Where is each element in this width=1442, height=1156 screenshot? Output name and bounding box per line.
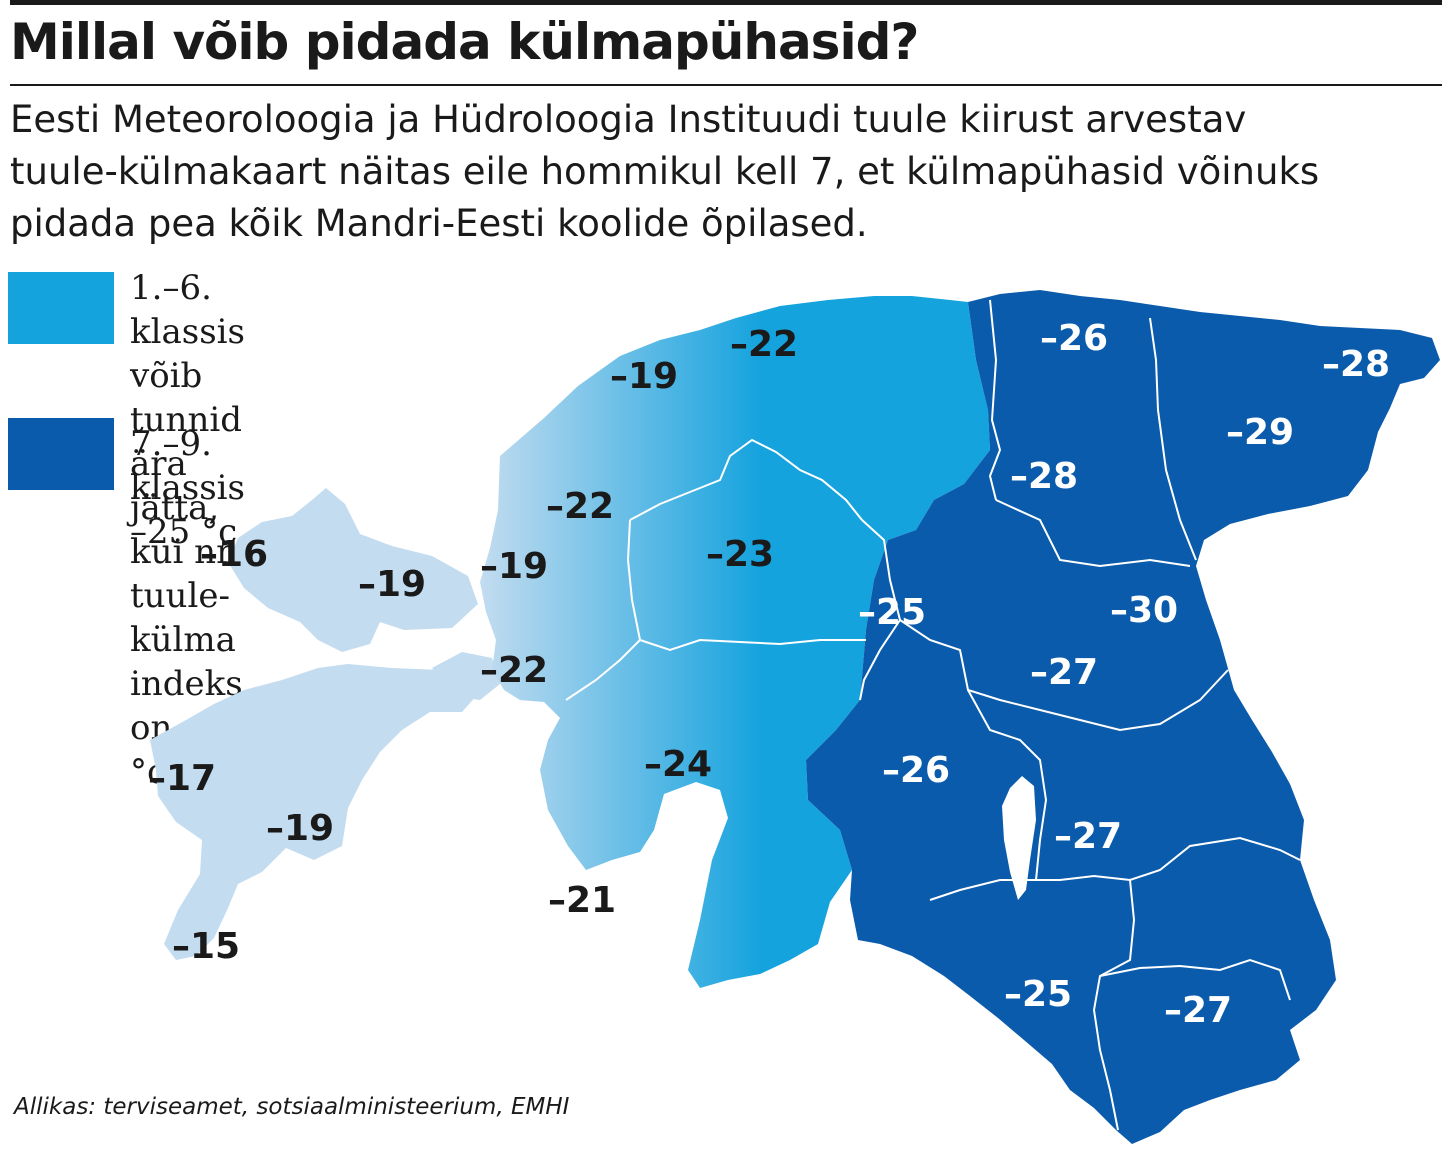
map-value-parnumaa: –24 <box>644 744 712 785</box>
map-value-vorumaa: –27 <box>1164 990 1232 1031</box>
map-value-ida-virumaa: –29 <box>1226 412 1294 453</box>
map-value-laane-virumaa-south: –28 <box>1010 456 1078 497</box>
map-value-ida-virumaa-east: –28 <box>1322 344 1390 385</box>
map-value-harjumaa-west: –19 <box>610 356 678 397</box>
page-title: Millal võib pidada külmapühasid? <box>10 13 919 71</box>
map-value-tartumaa: –27 <box>1054 816 1122 857</box>
map-value-kihnu: –21 <box>548 880 616 921</box>
map-value-laanemaa-coast: –19 <box>480 546 548 587</box>
eastern-estonia-dark <box>806 290 1440 1144</box>
muhu-island <box>432 652 500 700</box>
map-value-laanemaa-south: –22 <box>480 650 548 691</box>
value-labels: –16 –19 –17 –19 –15 –22 –19 –22 –19 –22 –23 –24 –21 –… <box>148 318 1390 1031</box>
map-value-laane-virumaa: –26 <box>1040 318 1108 359</box>
top-rule <box>10 0 1442 5</box>
map-value-harjumaa-north: –22 <box>730 324 798 365</box>
map-value-saaremaa-west: –17 <box>148 758 216 799</box>
subtitle: Eesti Meteoroloogia ja Hüdroloogia Insti… <box>10 98 1320 245</box>
map-value-saaremaa-south: –15 <box>172 926 240 967</box>
map-value-hiiumaa-north: –16 <box>200 534 268 575</box>
map-value-laanemaa-north: –22 <box>546 486 614 527</box>
saaremaa-island <box>150 664 478 960</box>
map-value-raplamaa: –23 <box>706 534 774 575</box>
legend-swatch-dark-blue <box>8 418 114 490</box>
title-divider <box>10 84 1442 86</box>
map-value-jarvamaa: –25 <box>858 592 926 633</box>
lake-vortsjarv <box>1002 776 1036 900</box>
hiiumaa-island <box>228 488 478 652</box>
map-value-hiiumaa-east: –19 <box>358 564 426 605</box>
map-value-jogevamaa: –27 <box>1030 652 1098 693</box>
map-value-viljandimaa: –26 <box>882 750 950 791</box>
source-note: Allikas: terviseamet, sotsiaalministeeri… <box>14 1094 570 1120</box>
map-value-jogevamaa-north: –30 <box>1110 590 1178 631</box>
map-value-valgamaa: –25 <box>1004 974 1072 1015</box>
legend-swatch-light-blue <box>8 272 114 344</box>
legend-label: 7.–9. klassis –25 °c <box>130 424 245 552</box>
county-borders <box>565 299 1301 1131</box>
map-value-saaremaa-center: –19 <box>266 808 334 849</box>
legend-label: 1.–6. klassis võib tunnid ära jätta, kui… <box>130 268 245 792</box>
